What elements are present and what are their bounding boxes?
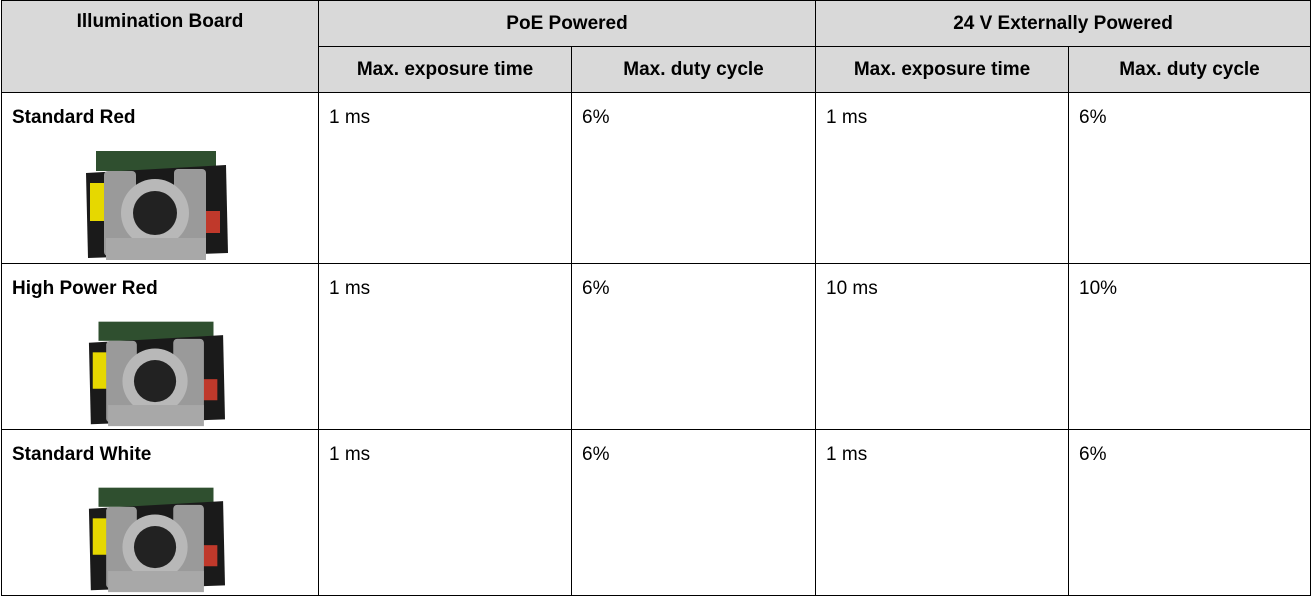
header-group-row: Illumination Board PoE Powered 24 V Exte… bbox=[1, 0, 1311, 93]
board-image bbox=[88, 321, 226, 427]
cell: 1 ms bbox=[318, 92, 572, 264]
board-name: Standard Red bbox=[12, 107, 136, 128]
cell: 1 ms bbox=[318, 263, 572, 430]
header-cell: PoE Powered bbox=[317, 0, 817, 47]
cell: 6% bbox=[1068, 92, 1311, 264]
header-cell: Illumination Board bbox=[1, 0, 319, 93]
header-cell: Max. duty cycle bbox=[1068, 46, 1311, 93]
board-image bbox=[86, 151, 228, 260]
board-name: Standard White bbox=[12, 444, 152, 465]
board-cell: High Power Red bbox=[1, 263, 319, 430]
header-cell: Max. duty cycle bbox=[570, 46, 817, 93]
cell: 10 ms bbox=[815, 263, 1070, 430]
header-cell: Max. exposure time bbox=[318, 46, 572, 93]
cell: 6% bbox=[570, 429, 817, 596]
board-cell: Standard White bbox=[1, 429, 319, 596]
cell: 1 ms bbox=[815, 92, 1070, 264]
board-image bbox=[88, 487, 226, 593]
header-sub-row: Max. exposure time Max. duty cycle Max. … bbox=[2, 46, 1311, 93]
cell: 10% bbox=[1068, 263, 1311, 430]
cell: 1 ms bbox=[815, 429, 1070, 596]
header-cell: Max. exposure time bbox=[815, 46, 1070, 93]
cell: 1 ms bbox=[318, 429, 572, 596]
cell: 6% bbox=[1068, 429, 1311, 596]
table-row: High Power Red 1 ms 6% 10 ms 10% bbox=[1, 263, 1311, 430]
board-cell: Standard Red bbox=[1, 92, 319, 264]
table-row: Standard White 1 ms 6% 1 ms 6% bbox=[1, 429, 1311, 596]
board-name: High Power Red bbox=[12, 278, 158, 299]
table-row: Standard Red 1 ms 6% 1 ms 6% bbox=[1, 92, 1311, 264]
cell: 6% bbox=[570, 92, 817, 264]
cell: 6% bbox=[570, 263, 817, 430]
header-cell: 24 V Externally Powered bbox=[815, 0, 1311, 47]
